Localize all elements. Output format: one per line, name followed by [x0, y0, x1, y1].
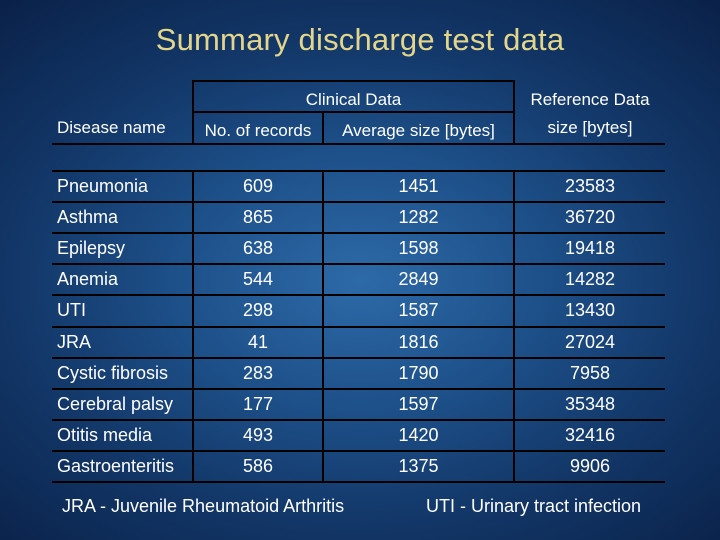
- header-no-of-records: No. of records: [204, 121, 312, 140]
- cell-reference-size: 19418: [564, 238, 616, 259]
- cell-records: 177: [242, 393, 274, 414]
- row-separator: [52, 325, 665, 328]
- cell-average-size: 1587: [398, 300, 439, 321]
- header-bottom-border: [52, 143, 665, 145]
- discharge-data-table: Clinical Data Reference Data Disease nam…: [52, 80, 665, 483]
- row-separator: [52, 201, 665, 204]
- header-reference-size: size [bytes]: [547, 118, 633, 137]
- cell-disease: Pneumonia: [57, 176, 149, 196]
- header-average-size: Average size [bytes]: [342, 121, 495, 140]
- footnote-jra: JRA - Juvenile Rheumatoid Arthritis: [62, 496, 345, 516]
- header-reference-data: Reference Data: [530, 90, 650, 109]
- header-vline: [513, 80, 515, 143]
- cell-average-size: 1375: [398, 455, 439, 476]
- cell-average-size: 1597: [398, 393, 439, 414]
- cell-average-size: 1451: [398, 176, 439, 196]
- cell-records: 41: [247, 331, 269, 352]
- cell-records: 298: [242, 300, 274, 321]
- cell-disease: Asthma: [57, 207, 119, 228]
- cell-average-size: 1598: [398, 238, 439, 259]
- row-separator: [52, 418, 665, 421]
- cell-disease: Cystic fibrosis: [57, 362, 169, 383]
- footnote-uti: UTI - Urinary tract infection: [426, 496, 642, 516]
- cell-average-size: 1282: [398, 207, 439, 228]
- cell-reference-size: 35348: [564, 393, 616, 414]
- cell-records: 283: [242, 362, 274, 383]
- row-separator: [52, 263, 665, 266]
- row-separator: [52, 294, 665, 297]
- row-separator: [52, 356, 665, 359]
- cell-reference-size: 13430: [564, 300, 616, 321]
- cell-reference-size: 36720: [564, 207, 616, 228]
- cell-disease: Cerebral palsy: [57, 393, 174, 414]
- table-top-border: [192, 80, 513, 82]
- cell-average-size: 2849: [398, 269, 439, 290]
- table-bottom-border: [52, 481, 665, 483]
- row-separator: [52, 387, 665, 390]
- cell-disease: Otitis media: [57, 424, 153, 445]
- cell-disease: Gastroenteritis: [57, 455, 175, 476]
- header-disease-name: Disease name: [57, 118, 166, 137]
- cell-records: 493: [242, 424, 274, 445]
- cell-disease: Anemia: [57, 269, 119, 290]
- cell-reference-size: 23583: [564, 176, 616, 196]
- header-vline: [192, 80, 194, 143]
- cell-records: 544: [242, 269, 274, 290]
- header-clinical-data: Clinical Data: [305, 90, 402, 109]
- cell-average-size: 1816: [398, 331, 439, 352]
- row-separator: [52, 232, 665, 235]
- cell-records: 638: [242, 238, 274, 259]
- cell-records: 609: [242, 176, 274, 196]
- cell-reference-size: 32416: [564, 424, 616, 445]
- header-vline: [322, 111, 324, 143]
- cell-reference-size: 14282: [564, 269, 616, 290]
- cell-disease: JRA: [57, 331, 92, 352]
- cell-disease: Epilepsy: [57, 238, 126, 259]
- cell-average-size: 1790: [398, 362, 439, 383]
- cell-reference-size: 27024: [564, 331, 616, 352]
- row-separator: [52, 449, 665, 452]
- cell-records: 865: [242, 207, 274, 228]
- cell-disease: UTI: [57, 300, 86, 321]
- row-separator: [52, 170, 665, 172]
- cell-reference-size: 7958: [569, 362, 611, 383]
- cell-records: 586: [242, 455, 274, 476]
- cell-reference-size: 9906: [569, 455, 611, 476]
- cell-average-size: 1420: [398, 424, 439, 445]
- clinical-data-divider: [192, 111, 513, 113]
- slide-title: Summary discharge test data: [155, 22, 565, 57]
